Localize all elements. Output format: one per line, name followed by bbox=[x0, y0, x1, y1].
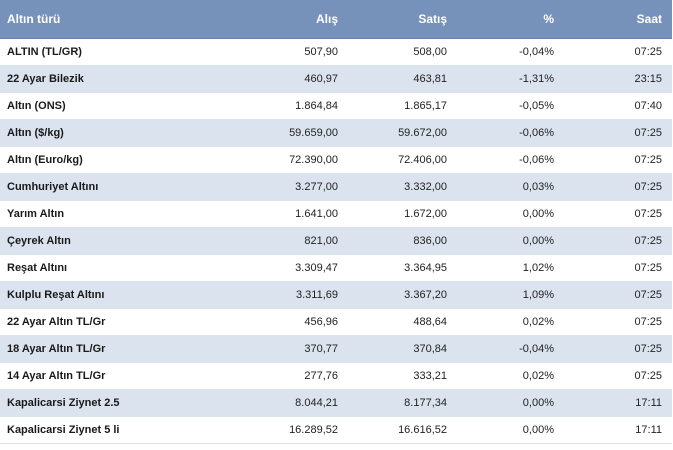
cell-change-percent: -0,05% bbox=[447, 92, 554, 120]
cell-time: 07:40 bbox=[554, 92, 672, 120]
cell-sell-price: 8.177,34 bbox=[338, 389, 447, 417]
cell-time: 17:11 bbox=[554, 416, 672, 444]
cell-change-percent: 0,02% bbox=[447, 308, 554, 336]
table-row: Çeyrek Altın 821,00 836,00 0,00% 07:25 bbox=[0, 227, 672, 255]
cell-change-percent: 0,03% bbox=[447, 173, 554, 201]
table-row: Yarım Altın 1.641,00 1.672,00 0,00% 07:25 bbox=[0, 200, 672, 228]
cell-change-percent: -1,31% bbox=[447, 65, 554, 93]
cell-change-percent: -0,06% bbox=[447, 146, 554, 174]
cell-change-percent: -0,04% bbox=[447, 335, 554, 363]
header-buy: Alış bbox=[216, 0, 338, 39]
cell-gold-type: Kulplu Reşat Altını bbox=[0, 281, 216, 309]
cell-change-percent: -0,04% bbox=[447, 38, 554, 66]
cell-gold-type: Altın (Euro/kg) bbox=[0, 146, 216, 174]
table-row: Altın (Euro/kg) 72.390,00 72.406,00 -0,06% 0… bbox=[0, 146, 672, 174]
table-row: Kapalicarsi Ziynet 2.5 8.044,21 8.177,34 0,… bbox=[0, 389, 672, 417]
cell-buy-price: 1.864,84 bbox=[216, 92, 338, 120]
cell-buy-price: 72.390,00 bbox=[216, 146, 338, 174]
cell-sell-price: 3.364,95 bbox=[338, 254, 447, 282]
cell-gold-type: Yarım Altın bbox=[0, 200, 216, 228]
cell-time: 17:11 bbox=[554, 389, 672, 417]
cell-gold-type: 22 Ayar Altın TL/Gr bbox=[0, 308, 216, 336]
cell-sell-price: 836,00 bbox=[338, 227, 447, 255]
cell-change-percent: 1,02% bbox=[447, 254, 554, 282]
cell-sell-price: 3.332,00 bbox=[338, 173, 447, 201]
cell-buy-price: 456,96 bbox=[216, 308, 338, 336]
cell-time: 07:25 bbox=[554, 200, 672, 228]
table-header-row: Altın türü Alış Satış % Saat bbox=[0, 0, 672, 39]
cell-time: 07:25 bbox=[554, 308, 672, 336]
cell-time: 07:25 bbox=[554, 281, 672, 309]
cell-buy-price: 3.311,69 bbox=[216, 281, 338, 309]
cell-time: 07:25 bbox=[554, 254, 672, 282]
cell-sell-price: 333,21 bbox=[338, 362, 447, 390]
cell-gold-type: Reşat Altını bbox=[0, 254, 216, 282]
cell-time: 07:25 bbox=[554, 335, 672, 363]
cell-time: 07:25 bbox=[554, 227, 672, 255]
cell-change-percent: 0,00% bbox=[447, 416, 554, 444]
cell-time: 07:25 bbox=[554, 38, 672, 66]
cell-gold-type: 18 Ayar Altın TL/Gr bbox=[0, 335, 216, 363]
header-time: Saat bbox=[554, 0, 672, 39]
cell-buy-price: 507,90 bbox=[216, 38, 338, 66]
table-row: Reşat Altını 3.309,47 3.364,95 1,02% 07:25 bbox=[0, 254, 672, 282]
cell-change-percent: 0,00% bbox=[447, 227, 554, 255]
cell-gold-type: ALTIN (TL/GR) bbox=[0, 38, 216, 66]
cell-gold-type: 14 Ayar Altın TL/Gr bbox=[0, 362, 216, 390]
cell-sell-price: 370,84 bbox=[338, 335, 447, 363]
cell-time: 23:15 bbox=[554, 65, 672, 93]
cell-gold-type: Altın (ONS) bbox=[0, 92, 216, 120]
cell-time: 07:25 bbox=[554, 173, 672, 201]
cell-gold-type: Altın ($/kg) bbox=[0, 119, 216, 147]
cell-gold-type: Çeyrek Altın bbox=[0, 227, 216, 255]
cell-buy-price: 1.641,00 bbox=[216, 200, 338, 228]
header-sell: Satış bbox=[338, 0, 447, 39]
cell-buy-price: 370,77 bbox=[216, 335, 338, 363]
cell-buy-price: 3.277,00 bbox=[216, 173, 338, 201]
cell-buy-price: 460,97 bbox=[216, 65, 338, 93]
table-row: 22 Ayar Altın TL/Gr 456,96 488,64 0,02% 07:2… bbox=[0, 308, 672, 336]
cell-change-percent: 1,09% bbox=[447, 281, 554, 309]
table-row: Kapalicarsi Ziynet 5 li 16.289,52 16.616,5… bbox=[0, 416, 672, 444]
table-row: Kulplu Reşat Altını 3.311,69 3.367,20 1,09%… bbox=[0, 281, 672, 309]
cell-time: 07:25 bbox=[554, 119, 672, 147]
cell-change-percent: -0,06% bbox=[447, 119, 554, 147]
cell-sell-price: 3.367,20 bbox=[338, 281, 447, 309]
table-row: Cumhuriyet Altını 3.277,00 3.332,00 0,03% 07… bbox=[0, 173, 672, 201]
cell-sell-price: 72.406,00 bbox=[338, 146, 447, 174]
cell-sell-price: 1.865,17 bbox=[338, 92, 447, 120]
cell-change-percent: 0,00% bbox=[447, 200, 554, 228]
table-row: 18 Ayar Altın TL/Gr 370,77 370,84 -0,04% 07:… bbox=[0, 335, 672, 363]
table-body: ALTIN (TL/GR) 507,90 508,00 -0,04% 07:25 22 A… bbox=[0, 38, 672, 444]
header-gold-type: Altın türü bbox=[0, 0, 216, 39]
cell-buy-price: 821,00 bbox=[216, 227, 338, 255]
cell-change-percent: 0,00% bbox=[447, 389, 554, 417]
cell-sell-price: 508,00 bbox=[338, 38, 447, 66]
table-row: ALTIN (TL/GR) 507,90 508,00 -0,04% 07:25 bbox=[0, 38, 672, 66]
cell-gold-type: Kapalicarsi Ziynet 5 li bbox=[0, 416, 216, 444]
header-change-percent: % bbox=[447, 0, 554, 39]
cell-buy-price: 16.289,52 bbox=[216, 416, 338, 444]
table-row: 22 Ayar Bilezik 460,97 463,81 -1,31% 23:15 bbox=[0, 65, 672, 93]
cell-sell-price: 463,81 bbox=[338, 65, 447, 93]
cell-buy-price: 8.044,21 bbox=[216, 389, 338, 417]
cell-sell-price: 59.672,00 bbox=[338, 119, 447, 147]
cell-buy-price: 277,76 bbox=[216, 362, 338, 390]
table-row: Altın ($/kg) 59.659,00 59.672,00 -0,06% 07:2… bbox=[0, 119, 672, 147]
table-row: Altın (ONS) 1.864,84 1.865,17 -0,05% 07:40 bbox=[0, 92, 672, 120]
cell-gold-type: Kapalicarsi Ziynet 2.5 bbox=[0, 389, 216, 417]
cell-sell-price: 1.672,00 bbox=[338, 200, 447, 228]
cell-buy-price: 59.659,00 bbox=[216, 119, 338, 147]
cell-sell-price: 488,64 bbox=[338, 308, 447, 336]
cell-buy-price: 3.309,47 bbox=[216, 254, 338, 282]
cell-time: 07:25 bbox=[554, 362, 672, 390]
table-row: 14 Ayar Altın TL/Gr 277,76 333,21 0,02% 07:2… bbox=[0, 362, 672, 390]
cell-gold-type: 22 Ayar Bilezik bbox=[0, 65, 216, 93]
cell-sell-price: 16.616,52 bbox=[338, 416, 447, 444]
cell-change-percent: 0,02% bbox=[447, 362, 554, 390]
cell-gold-type: Cumhuriyet Altını bbox=[0, 173, 216, 201]
cell-time: 07:25 bbox=[554, 146, 672, 174]
